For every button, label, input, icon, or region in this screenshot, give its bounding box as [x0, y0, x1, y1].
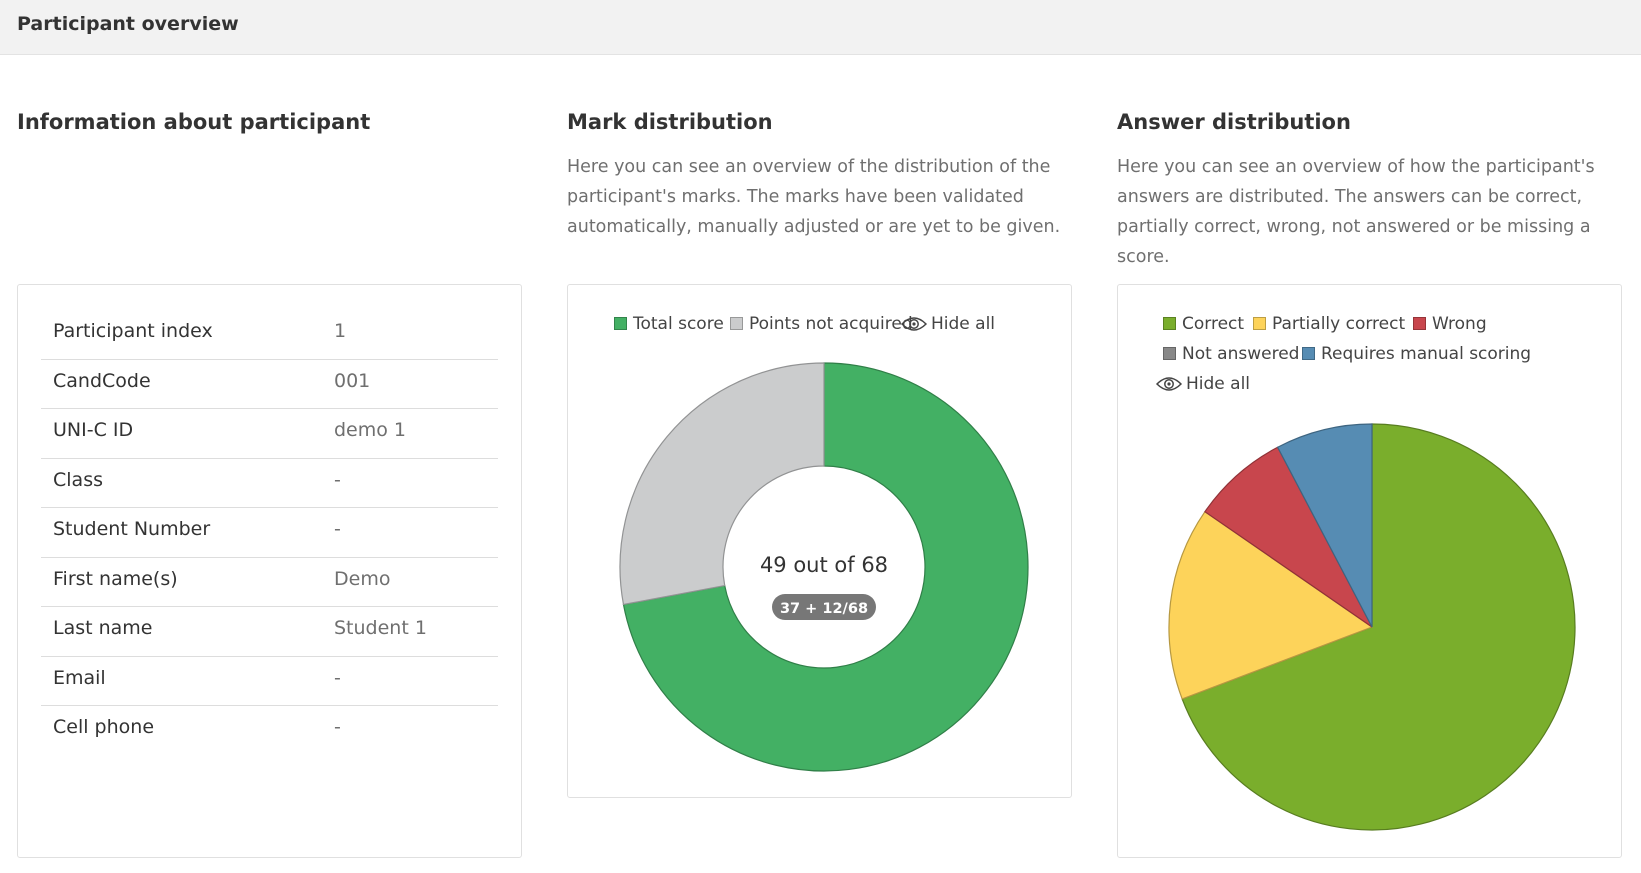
legend-label: Requires manual scoring [1321, 344, 1532, 364]
legend-swatch [1253, 317, 1266, 330]
legend-requires-manual-scoring[interactable]: Requires manual scoring [1302, 344, 1531, 364]
info-row-last-name: Last name Student 1 [41, 607, 498, 657]
mark-section-title: Mark distribution [567, 110, 773, 134]
info-label: First name(s) [53, 567, 178, 590]
answer-section-description: Here you can see an overview of how the … [1117, 157, 1595, 267]
info-value: - [334, 468, 341, 491]
info-value: - [334, 716, 341, 738]
donut-center-badge [772, 594, 876, 620]
legend-wrong[interactable]: Wrong [1413, 314, 1487, 334]
info-row-participant-index: Participant index 1 [41, 310, 498, 360]
info-row-cell-phone: Cell phone - [41, 706, 498, 756]
top-bar: Participant overview [0, 0, 1641, 55]
legend-swatch [730, 317, 743, 330]
info-value: demo 1 [334, 419, 407, 441]
info-panel: Participant index 1 CandCode 001 UNI-C I… [17, 284, 522, 858]
info-row-email: Email - [41, 657, 498, 706]
info-table: Participant index 1 CandCode 001 UNI-C I… [41, 310, 498, 756]
hide-all-label: Hide all [1186, 374, 1251, 394]
legend-swatch [1413, 317, 1426, 330]
answer-pie-chart [1168, 423, 1576, 831]
info-value: - [334, 518, 341, 540]
pie-slice-partially-correct[interactable] [1168, 510, 1374, 700]
legend-total-score[interactable]: Total score [614, 314, 724, 334]
answer-panel: Correct Partially correct Wrong Not answ… [1117, 284, 1622, 858]
info-label: Cell phone [53, 716, 155, 738]
info-row-class: Class - [41, 459, 498, 508]
hide-all-answers-button[interactable]: Hide all [1156, 374, 1250, 394]
info-row-first-names: First name(s) Demo [41, 558, 498, 607]
info-row-candcode: CandCode 001 [41, 360, 498, 409]
info-value: Student 1 [334, 617, 427, 639]
pie-slice-wrong[interactable] [1204, 446, 1373, 628]
legend-label: Points not acquired [749, 314, 913, 334]
pie-slice-requires-manual-scoring[interactable] [1276, 423, 1373, 628]
pie-slice-points-not-acquired[interactable] [619, 362, 825, 606]
info-row-uni-c-id: UNI-C ID demo 1 [41, 409, 498, 459]
legend-not-answered[interactable]: Not answered [1163, 344, 1299, 364]
info-label: Student Number [53, 518, 211, 540]
mark-section-description: Here you can see an overview of the dist… [567, 157, 1061, 237]
info-value: 1 [334, 320, 347, 342]
pie-slice-correct[interactable] [1181, 423, 1576, 831]
legend-label: Correct [1182, 314, 1245, 334]
mark-panel: Total score Points not acquired Hide all… [567, 284, 1072, 798]
info-label: Class [53, 468, 103, 491]
legend-points-not-acquired[interactable]: Points not acquired [730, 314, 913, 334]
info-value: 001 [334, 369, 371, 392]
info-label: UNI-C ID [53, 419, 134, 441]
info-label: Participant index [53, 320, 213, 342]
mark-donut-chart: 49 out of 68 37 + 12/68 [619, 362, 1029, 772]
eye-icon [901, 317, 927, 331]
legend-label: Total score [633, 314, 724, 334]
pie-slice-total-score[interactable] [622, 362, 1029, 772]
info-label: CandCode [53, 369, 151, 392]
info-value: - [334, 666, 341, 689]
eye-icon [1156, 377, 1182, 391]
info-value: Demo [334, 567, 391, 590]
legend-correct[interactable]: Correct [1163, 314, 1244, 334]
info-row-student-number: Student Number - [41, 508, 498, 558]
legend-swatch [1302, 347, 1315, 360]
legend-label: Partially correct [1272, 314, 1406, 334]
legend-label: Wrong [1432, 314, 1487, 334]
donut-center-badge-text: 37 + 12/68 [780, 601, 868, 617]
page-title: Participant overview [17, 13, 239, 35]
legend-swatch [1163, 317, 1176, 330]
info-label: Last name [53, 617, 153, 639]
hide-all-marks-button[interactable]: Hide all [901, 314, 995, 334]
answer-section-title: Answer distribution [1117, 110, 1351, 134]
info-label: Email [53, 666, 106, 689]
donut-center-label: 49 out of 68 [760, 553, 888, 577]
legend-swatch [614, 317, 627, 330]
legend-swatch [1163, 347, 1176, 360]
legend-label: Not answered [1182, 344, 1300, 364]
hide-all-label: Hide all [931, 314, 996, 334]
legend-partially-correct[interactable]: Partially correct [1253, 314, 1405, 334]
info-section-title: Information about participant [17, 110, 371, 134]
